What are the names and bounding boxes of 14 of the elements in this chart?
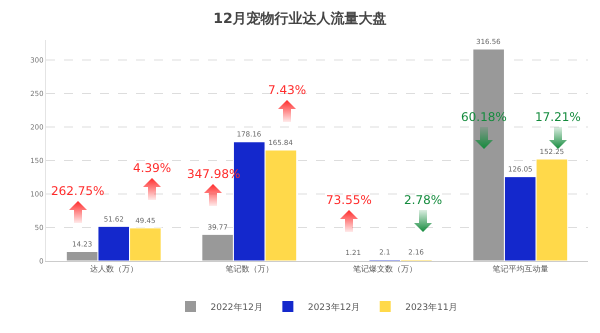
annotation: 17.21%	[535, 110, 581, 124]
chart-title: 12月宠物行业达人流量大盘	[213, 10, 387, 28]
x-tick-label: 笔记平均互动量	[492, 264, 548, 274]
annotation: 73.55%	[326, 193, 372, 207]
legend-label: 2023年12月	[308, 302, 360, 313]
legend-label: 2022年12月	[210, 302, 263, 313]
annotation: 7.43%	[268, 83, 306, 97]
x-tick-label: 笔记爆文数（万）	[352, 264, 417, 274]
annotation: 2.78%	[404, 193, 442, 207]
annotation: 4.39%	[133, 161, 172, 175]
annotation: 262.75%	[51, 184, 104, 198]
x-tick-label: 笔记数（万）	[225, 264, 274, 274]
legend-label: 2023年11月	[405, 302, 458, 313]
x-tick-label: 达人数（万）	[90, 264, 138, 274]
